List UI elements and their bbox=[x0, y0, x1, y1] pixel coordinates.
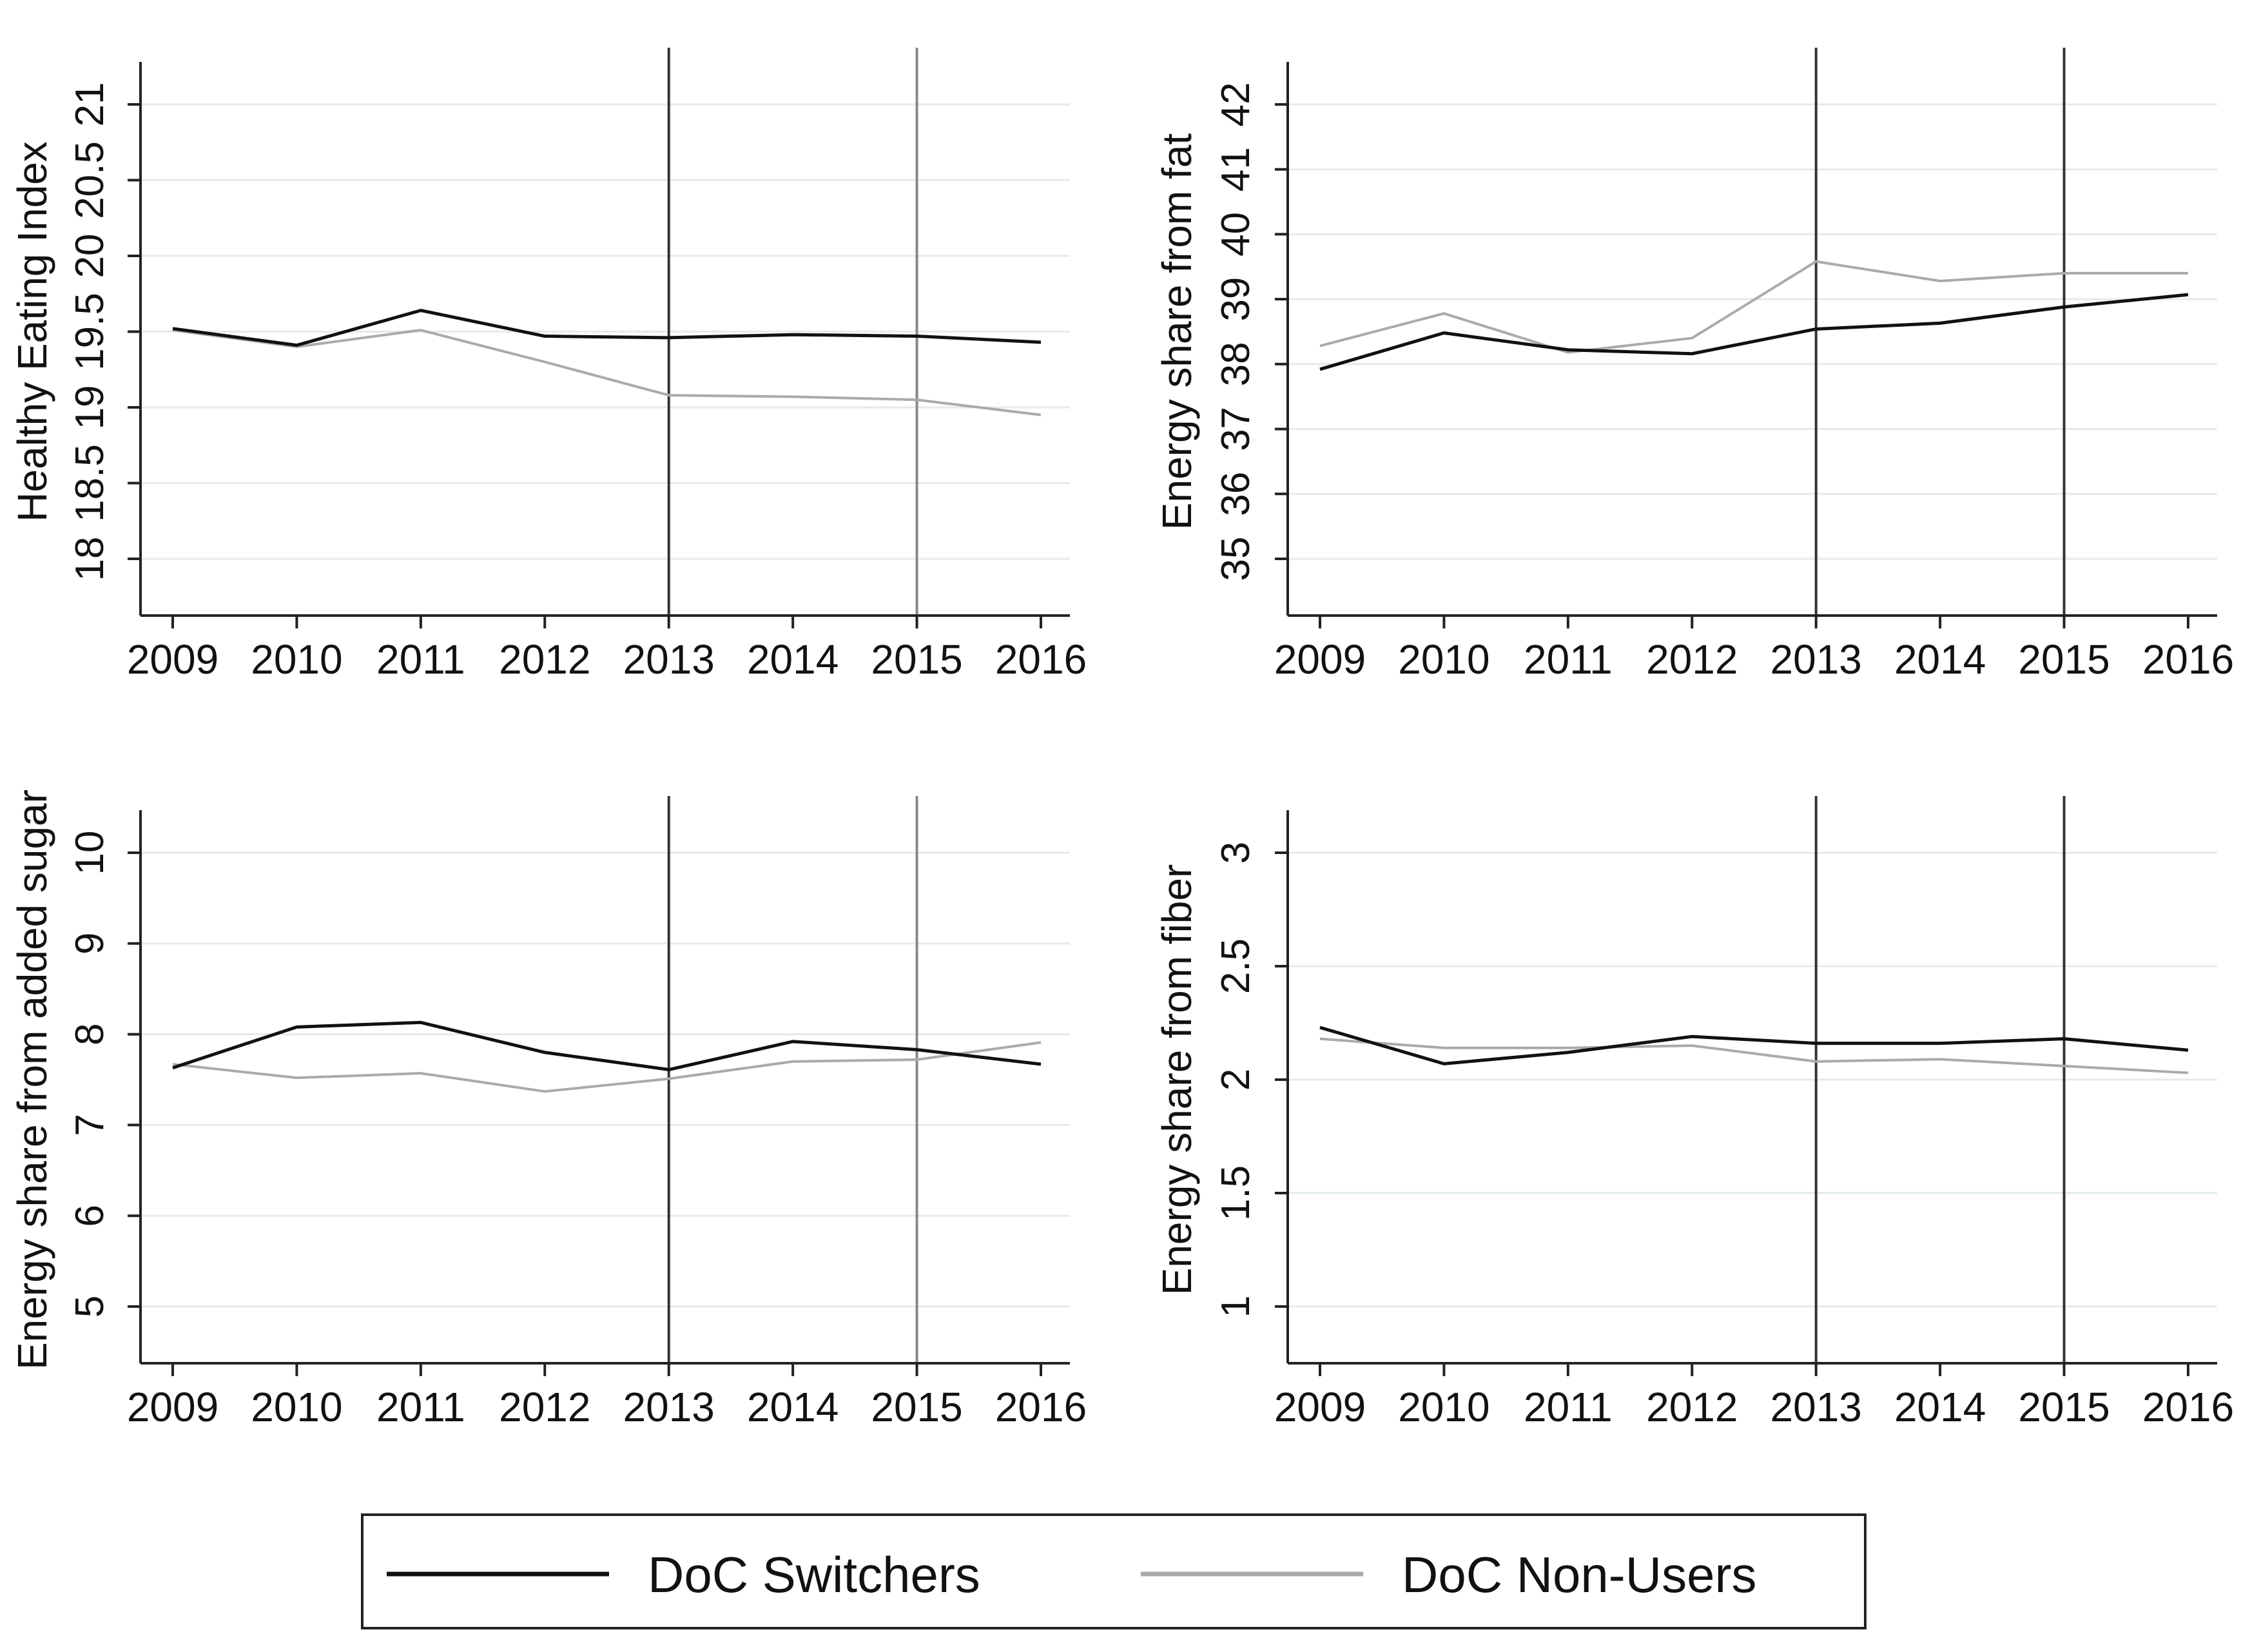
y-tick-label: 41 bbox=[1214, 147, 1258, 191]
x-tick-label: 2014 bbox=[1894, 1384, 1986, 1430]
series-line-switchers bbox=[172, 1020, 1042, 1072]
x-tick-label: 2016 bbox=[2142, 1384, 2234, 1430]
x-tick-label: 2009 bbox=[127, 1384, 218, 1430]
y-tick-label: 38 bbox=[1214, 342, 1258, 386]
x-tick-label: 2016 bbox=[995, 1384, 1087, 1430]
y-tick-label: 18.5 bbox=[68, 444, 112, 522]
y-tick-label: 6 bbox=[68, 1205, 112, 1227]
y-tick-label: 9 bbox=[68, 933, 112, 955]
x-tick-label: 2016 bbox=[995, 636, 1087, 683]
series-line-non-users bbox=[1319, 1037, 2189, 1074]
chart-panel-2: 5 6 7 8 9 10 2009 2010 2011 2012 2013 2014 2015 2016 E… bbox=[9, 790, 1087, 1430]
y-axis-label: Energy share from fat bbox=[1154, 133, 1200, 530]
legend-label-non-users: DoC Non-Users bbox=[1402, 1546, 1756, 1603]
y-tick-label: 40 bbox=[1214, 212, 1258, 257]
y-tick-label: 2 bbox=[1214, 1069, 1258, 1091]
y-tick-label: 8 bbox=[68, 1023, 112, 1045]
series-line-non-users bbox=[172, 329, 1042, 416]
x-tick-label: 2013 bbox=[1770, 1384, 1862, 1430]
chart-panel-1: 35 36 37 38 39 40 41 42 2009 2010 2011 2012 2013 2014… bbox=[1154, 48, 2234, 683]
series-line-non-users bbox=[1319, 260, 2188, 354]
x-tick-label: 2014 bbox=[1894, 636, 1986, 683]
y-tick-label: 36 bbox=[1214, 472, 1258, 516]
legend-label-switchers: DoC Switchers bbox=[648, 1546, 980, 1603]
x-tick-label: 2013 bbox=[1770, 636, 1862, 683]
series-line-switchers bbox=[1319, 293, 2189, 371]
y-tick-label: 5 bbox=[68, 1296, 112, 1317]
x-tick-label: 2014 bbox=[747, 636, 839, 683]
x-tick-label: 2010 bbox=[251, 636, 342, 683]
legend-box bbox=[361, 1513, 1867, 1629]
x-tick-label: 2015 bbox=[2018, 1384, 2109, 1430]
y-tick-label: 21 bbox=[68, 83, 112, 127]
legend: DoC Switchers DoC Non-Users bbox=[361, 1513, 1867, 1629]
x-tick-label: 2013 bbox=[623, 1384, 715, 1430]
x-tick-label: 2012 bbox=[499, 1384, 590, 1430]
y-tick-label: 19.5 bbox=[68, 293, 112, 371]
x-tick-label: 2015 bbox=[871, 636, 962, 683]
series-line-non-users bbox=[172, 1041, 1042, 1093]
x-tick-label: 2015 bbox=[871, 1384, 962, 1430]
y-tick-label: 35 bbox=[1214, 537, 1258, 581]
chart-panel-3: 1 1.5 2 2.5 3 2009 2010 2011 2012 2013 2014 2015 201… bbox=[1154, 796, 2234, 1430]
x-tick-label: 2011 bbox=[1524, 1384, 1613, 1430]
x-tick-label: 2013 bbox=[623, 636, 715, 683]
y-tick-label: 1 bbox=[1214, 1296, 1258, 1317]
x-tick-label: 2010 bbox=[1398, 1384, 1489, 1430]
x-tick-label: 2011 bbox=[1524, 636, 1613, 683]
x-tick-label: 2009 bbox=[1274, 1384, 1366, 1430]
x-tick-label: 2009 bbox=[127, 636, 218, 683]
y-axis-label: Healthy Eating Index bbox=[9, 141, 55, 522]
y-tick-label: 20.5 bbox=[68, 141, 112, 219]
x-tick-label: 2012 bbox=[1646, 636, 1738, 683]
chart-panel-0: 18 18.5 19 19.5 20 20.5 21 2009 2010 2011 2012 2013… bbox=[9, 48, 1087, 683]
y-axis-label: Energy share from added sugar bbox=[9, 790, 55, 1370]
x-tick-label: 2012 bbox=[499, 636, 590, 683]
y-tick-label: 2.5 bbox=[1214, 938, 1258, 994]
x-tick-label: 2016 bbox=[2142, 636, 2234, 683]
y-tick-label: 1.5 bbox=[1214, 1165, 1258, 1221]
y-tick-label: 39 bbox=[1214, 277, 1258, 322]
y-tick-label: 37 bbox=[1214, 407, 1258, 451]
series-line-switchers bbox=[1319, 1025, 2189, 1065]
y-tick-label: 20 bbox=[68, 234, 112, 278]
x-tick-label: 2011 bbox=[376, 1384, 465, 1430]
y-tick-label: 18 bbox=[68, 537, 112, 581]
x-tick-label: 2012 bbox=[1646, 1384, 1738, 1430]
y-tick-label: 19 bbox=[68, 385, 112, 430]
y-tick-label: 10 bbox=[68, 831, 112, 875]
y-tick-label: 7 bbox=[68, 1114, 112, 1136]
y-tick-label: 3 bbox=[1214, 842, 1258, 864]
x-tick-label: 2010 bbox=[1398, 636, 1489, 683]
x-tick-label: 2014 bbox=[747, 1384, 839, 1430]
y-axis-label: Energy share from fiber bbox=[1154, 864, 1200, 1296]
x-tick-label: 2011 bbox=[376, 636, 465, 683]
x-tick-label: 2009 bbox=[1274, 636, 1366, 683]
x-tick-label: 2010 bbox=[251, 1384, 342, 1430]
series-line-switchers bbox=[172, 309, 1042, 347]
y-tick-label: 42 bbox=[1214, 83, 1258, 127]
x-tick-label: 2015 bbox=[2018, 636, 2109, 683]
